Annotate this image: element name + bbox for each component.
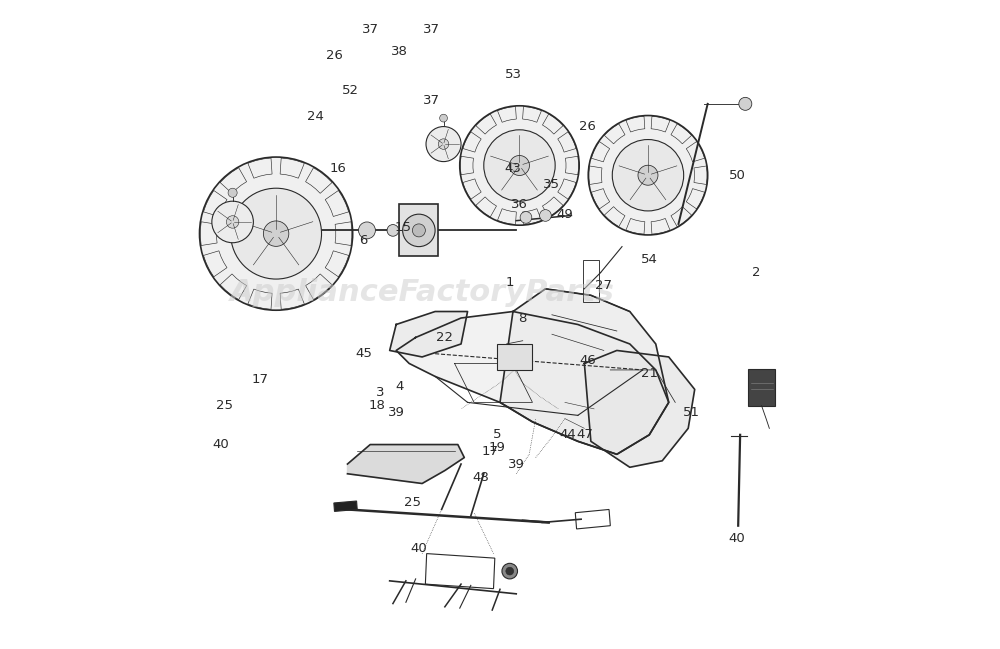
Circle shape (231, 188, 322, 279)
Text: 52: 52 (342, 84, 359, 97)
Text: 17: 17 (482, 445, 499, 458)
Text: 19: 19 (488, 441, 505, 454)
Text: 25: 25 (216, 399, 233, 412)
Text: 48: 48 (472, 471, 489, 484)
Text: 27: 27 (595, 279, 612, 292)
Circle shape (426, 127, 461, 162)
Text: 54: 54 (641, 253, 658, 266)
Text: 22: 22 (436, 331, 453, 344)
Circle shape (263, 221, 289, 247)
Polygon shape (396, 312, 669, 454)
Text: 44: 44 (560, 428, 577, 441)
Circle shape (403, 214, 435, 247)
Text: 3: 3 (376, 386, 384, 399)
Circle shape (520, 212, 532, 223)
Polygon shape (334, 501, 357, 511)
Polygon shape (347, 445, 464, 484)
Text: 2: 2 (752, 266, 761, 279)
Circle shape (359, 222, 375, 239)
Text: 51: 51 (683, 406, 700, 419)
Text: 38: 38 (391, 45, 408, 58)
Text: 24: 24 (307, 110, 323, 123)
Text: 50: 50 (728, 169, 745, 182)
Circle shape (440, 114, 447, 122)
Circle shape (212, 201, 253, 243)
Polygon shape (584, 350, 695, 467)
Polygon shape (390, 312, 468, 357)
Circle shape (612, 140, 684, 211)
Text: 45: 45 (355, 347, 372, 360)
Text: 53: 53 (504, 68, 521, 81)
Circle shape (509, 156, 529, 175)
Text: 37: 37 (362, 23, 379, 36)
Text: 40: 40 (213, 438, 229, 451)
Text: 37: 37 (423, 94, 440, 107)
Circle shape (540, 210, 551, 221)
Circle shape (226, 215, 239, 228)
Polygon shape (748, 369, 775, 406)
Circle shape (200, 157, 353, 310)
Text: 36: 36 (511, 198, 528, 211)
Circle shape (438, 139, 449, 149)
Text: 40: 40 (729, 532, 745, 545)
Text: 18: 18 (368, 399, 385, 412)
Circle shape (484, 130, 555, 201)
Circle shape (638, 165, 658, 185)
Text: 8: 8 (519, 312, 527, 324)
Text: 4: 4 (395, 380, 404, 393)
Text: 39: 39 (388, 406, 405, 419)
Circle shape (502, 563, 518, 579)
Circle shape (506, 567, 514, 575)
Text: 49: 49 (557, 208, 573, 221)
Text: 17: 17 (251, 373, 268, 386)
Polygon shape (399, 204, 438, 256)
Text: 37: 37 (423, 23, 440, 36)
Circle shape (588, 116, 708, 235)
Text: 40: 40 (411, 542, 427, 555)
Text: 25: 25 (404, 496, 421, 509)
Circle shape (387, 225, 399, 236)
Text: 5: 5 (493, 428, 501, 441)
Circle shape (739, 97, 752, 110)
Text: 47: 47 (576, 428, 593, 441)
Text: 39: 39 (508, 458, 525, 471)
Text: 15: 15 (394, 221, 411, 234)
Text: ApplianceFactoryParts: ApplianceFactoryParts (230, 278, 615, 306)
Text: 16: 16 (329, 162, 346, 175)
Polygon shape (500, 289, 669, 454)
Text: 21: 21 (641, 367, 658, 380)
Text: 6: 6 (360, 234, 368, 247)
Text: 43: 43 (505, 162, 521, 175)
Text: 1: 1 (505, 276, 514, 289)
Text: 35: 35 (543, 178, 560, 191)
Polygon shape (497, 344, 532, 370)
Circle shape (460, 106, 579, 225)
Circle shape (228, 188, 237, 197)
Text: 46: 46 (579, 354, 596, 367)
Text: 26: 26 (579, 120, 596, 133)
Circle shape (412, 224, 425, 237)
Text: 26: 26 (326, 49, 343, 62)
